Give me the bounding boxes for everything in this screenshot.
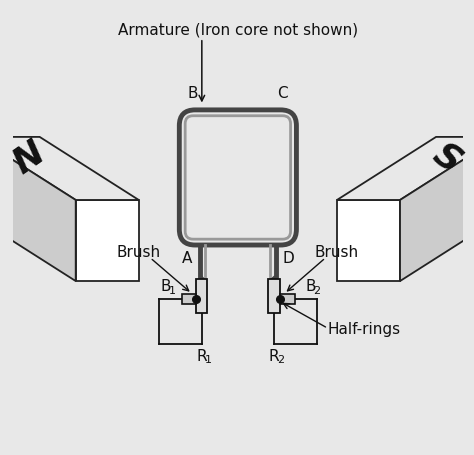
Text: R: R: [196, 348, 207, 363]
Text: R: R: [269, 348, 280, 363]
Polygon shape: [337, 201, 400, 282]
Text: N: N: [6, 135, 51, 180]
Text: Half-rings: Half-rings: [328, 321, 401, 336]
Text: 1: 1: [205, 354, 212, 364]
Text: 2: 2: [278, 354, 285, 364]
Bar: [268, 279, 280, 313]
Text: 2: 2: [314, 285, 321, 295]
Text: Brush: Brush: [315, 245, 359, 260]
Polygon shape: [337, 137, 474, 201]
Text: D: D: [283, 251, 295, 266]
Bar: [182, 294, 196, 304]
Text: 1: 1: [169, 285, 176, 295]
Text: Armature (Iron core not shown): Armature (Iron core not shown): [118, 22, 358, 37]
Text: B: B: [161, 278, 171, 293]
Polygon shape: [0, 137, 139, 201]
Text: B: B: [188, 86, 198, 101]
Polygon shape: [400, 137, 474, 282]
Text: S: S: [427, 136, 468, 179]
Text: B: B: [305, 278, 316, 293]
Text: C: C: [278, 86, 288, 101]
Polygon shape: [0, 137, 76, 282]
Text: A: A: [182, 251, 192, 266]
Bar: [196, 279, 207, 313]
Text: Brush: Brush: [117, 245, 161, 260]
Polygon shape: [76, 201, 139, 282]
Bar: [280, 294, 295, 304]
